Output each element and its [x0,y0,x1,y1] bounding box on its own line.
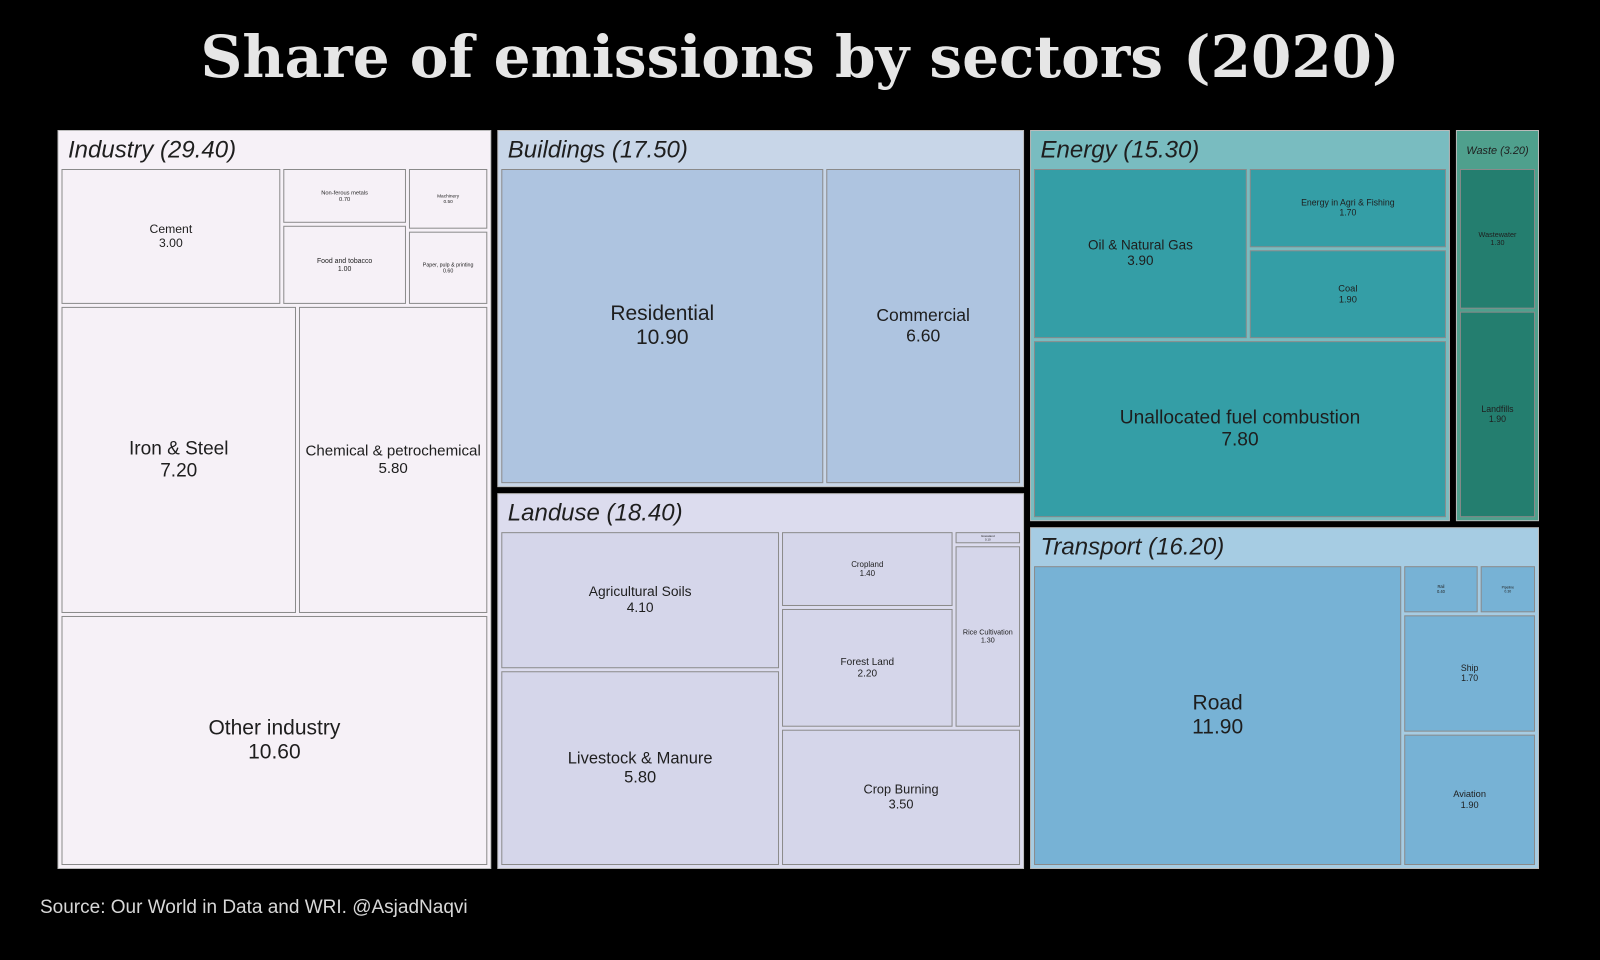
leaf-label: Food and tobacco [317,258,372,265]
group-label: Buildings (17.50) [508,136,688,163]
leaf-box [1034,566,1402,865]
leaf-value: 10.90 [636,326,689,349]
leaf-box [1404,734,1536,866]
leaf-box [283,225,406,304]
leaf-value: 10.60 [248,741,301,764]
leaf-box [1404,566,1478,613]
leaf-value: 0.30 [1504,589,1511,593]
leaf-box [408,231,488,304]
leaf-value: 1.30 [1490,238,1504,247]
leaf-box [61,615,488,866]
leaf-value: 4.10 [627,599,654,615]
leaf-label: Paper, pulp & printing [423,262,474,268]
leaf-box [826,169,1021,484]
leaf-box [782,608,953,727]
leaf-box [501,671,780,865]
leaf-label: Cropland [851,560,883,569]
leaf-value: 3.50 [889,796,914,811]
leaf-value: 0.50 [443,199,453,205]
leaf-box [283,169,406,223]
leaf-value: 11.90 [1192,716,1243,739]
leaf-label: Iron & Steel [129,438,229,459]
leaf-label: Coal [1338,284,1357,294]
leaf-label: Cement [150,222,193,236]
leaf-label: Rice Cultivation [963,628,1013,636]
group-label: Energy (15.30) [1041,136,1200,163]
leaf-value: 2.20 [858,669,878,680]
leaf-value: 0.40 [1437,589,1446,594]
leaf-label: Machinery [437,193,460,199]
leaf-value: 1.90 [1339,294,1357,304]
leaf-value: 1.70 [1339,208,1356,218]
leaf-value: 0.70 [339,197,350,203]
leaf-box [1459,311,1535,518]
leaf-box [298,306,488,613]
leaf-label: Commercial [876,305,970,325]
group-label: Waste (3.20) [1466,145,1528,157]
leaf-box [408,169,488,229]
leaf-box [1034,169,1247,339]
leaf-box [501,169,824,484]
leaf-label: Residential [610,302,714,325]
leaf-value: 1.30 [981,637,995,645]
leaf-label: Wastewater [1479,230,1517,239]
leaf-value: 1.90 [1489,414,1506,424]
leaf-label: Landfills [1481,404,1514,414]
leaf-label: Road [1193,692,1243,715]
leaf-label: Crop Burning [864,782,939,797]
leaf-box [782,532,953,606]
leaf-value: 6.60 [906,325,940,345]
leaf-label: Other industry [208,716,340,739]
leaf-label: Chemical & petrochemical [305,443,480,460]
source-note: Source: Our World in Data and WRI. @Asja… [40,897,468,918]
leaf-label: Pipeline [1502,585,1515,589]
leaf-value: 1.70 [1461,673,1478,683]
leaf-value: 5.80 [378,460,407,477]
leaf-label: Agricultural Soils [589,583,692,599]
leaf-label: Oil & Natural Gas [1088,238,1193,253]
leaf-box [61,169,281,304]
leaf-label: Unallocated fuel combustion [1120,408,1360,429]
leaf-box [1404,615,1536,732]
leaf-box [1034,341,1446,518]
leaf-box [1249,250,1446,339]
leaf-value: 0.60 [443,268,453,274]
leaf-value: 1.00 [338,266,352,273]
leaf-box [955,532,1021,544]
leaf-box [61,306,296,613]
leaf-value: 7.80 [1221,430,1258,451]
leaf-label: Grassland [981,534,995,538]
group-label: Transport (16.20) [1041,534,1225,561]
leaf-label: Forest Land [841,657,895,668]
leaf-box [955,546,1021,727]
leaf-label: Rail [1437,584,1444,589]
leaf-value: 3.90 [1127,253,1153,268]
leaf-label: Energy in Agri & Fishing [1301,198,1395,208]
group-label: Industry (29.40) [68,136,236,163]
leaf-label: Ship [1461,663,1479,673]
leaf-box [501,532,780,669]
leaf-value: 1.90 [1461,800,1479,810]
group-label: Landuse (18.40) [508,500,683,527]
leaf-value: 1.40 [860,569,876,578]
leaf-value: 0.10 [985,537,991,541]
leaf-box [1480,566,1536,613]
chart-title: Share of emissions by sectors (2020) [201,23,1400,91]
leaf-value: 3.00 [159,236,183,250]
leaf-value: 5.80 [624,768,656,786]
leaf-value: 7.20 [160,460,197,481]
leaf-box [1459,169,1535,309]
leaf-label: Aviation [1453,789,1486,799]
leaf-label: Non-ferous metals [321,190,368,196]
leaf-box [1249,169,1446,248]
leaf-box [782,729,1021,865]
leaf-label: Livestock & Manure [568,749,713,767]
